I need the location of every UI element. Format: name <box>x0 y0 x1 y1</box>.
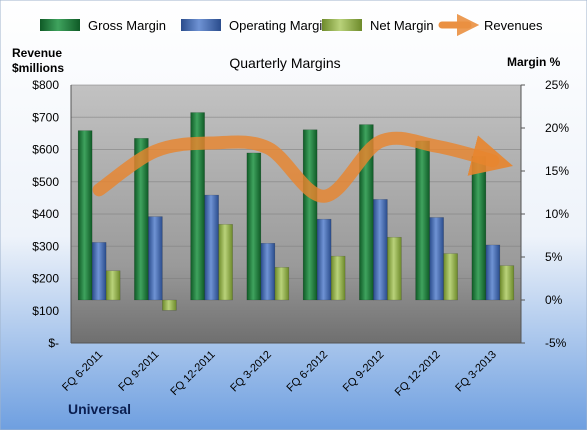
bar-net-margin <box>499 265 515 301</box>
left-tick-label: $600 <box>32 143 59 157</box>
chart-title: Quarterly Margins <box>229 55 340 71</box>
bar-net-margin <box>330 255 346 301</box>
right-axis-title: Margin % <box>507 55 561 69</box>
bar-operating-margin <box>485 244 501 301</box>
bar-operating-margin <box>91 242 107 301</box>
bar-gross-margin <box>246 152 262 301</box>
bar-operating-margin <box>429 217 444 301</box>
left-tick-label: $100 <box>32 304 59 318</box>
bar-operating-margin <box>148 216 163 301</box>
legend-label-gross-margin: Gross Margin <box>88 18 166 33</box>
left-axis-title-line2: $millions <box>12 61 64 75</box>
right-tick-label: 15% <box>545 164 569 178</box>
bar-net-margin <box>218 224 233 301</box>
right-tick-label: 20% <box>545 121 569 135</box>
legend-swatch-gross-margin <box>40 19 80 31</box>
bar-gross-margin <box>77 130 93 301</box>
bar-operating-margin <box>316 218 332 301</box>
legend-swatch-operating-margin <box>181 19 221 31</box>
bar-net-margin <box>105 270 121 301</box>
left-tick-label: $- <box>48 336 59 350</box>
left-tick-label: $800 <box>32 78 59 92</box>
right-tick-label: 0% <box>545 293 563 307</box>
left-tick-label: $700 <box>32 110 59 124</box>
bar-operating-margin <box>260 242 276 301</box>
left-tick-label: $300 <box>32 239 59 253</box>
legend-label-revenues: Revenues <box>484 18 543 33</box>
left-axis-title-line1: Revenue <box>12 46 62 60</box>
bar-gross-margin <box>302 129 318 301</box>
bar-net-margin <box>387 236 402 301</box>
footer-label: Universal <box>68 401 131 417</box>
legend-swatch-net-margin <box>322 19 362 31</box>
right-tick-label: 5% <box>545 250 563 264</box>
left-tick-label: $500 <box>32 175 59 189</box>
revenues-line <box>92 131 514 203</box>
bar-operating-margin <box>204 194 219 301</box>
right-tick-label: 10% <box>545 207 569 221</box>
bar-net-margin <box>162 299 177 311</box>
legend: Gross Margin Operating Margin Net Margin… <box>40 13 543 37</box>
bar-gross-margin <box>471 156 487 301</box>
right-tick-label: -5% <box>545 336 567 350</box>
bar-gross-margin <box>415 140 430 301</box>
bar-net-margin <box>443 253 458 301</box>
bar-net-margin <box>274 267 290 301</box>
right-tick-label: 25% <box>545 78 569 92</box>
left-tick-label: $400 <box>32 207 59 221</box>
legend-label-net-margin: Net Margin <box>370 18 434 33</box>
left-tick-label: $200 <box>32 272 59 286</box>
legend-label-operating-margin: Operating Margin <box>229 18 329 33</box>
bar-operating-margin <box>373 199 388 301</box>
